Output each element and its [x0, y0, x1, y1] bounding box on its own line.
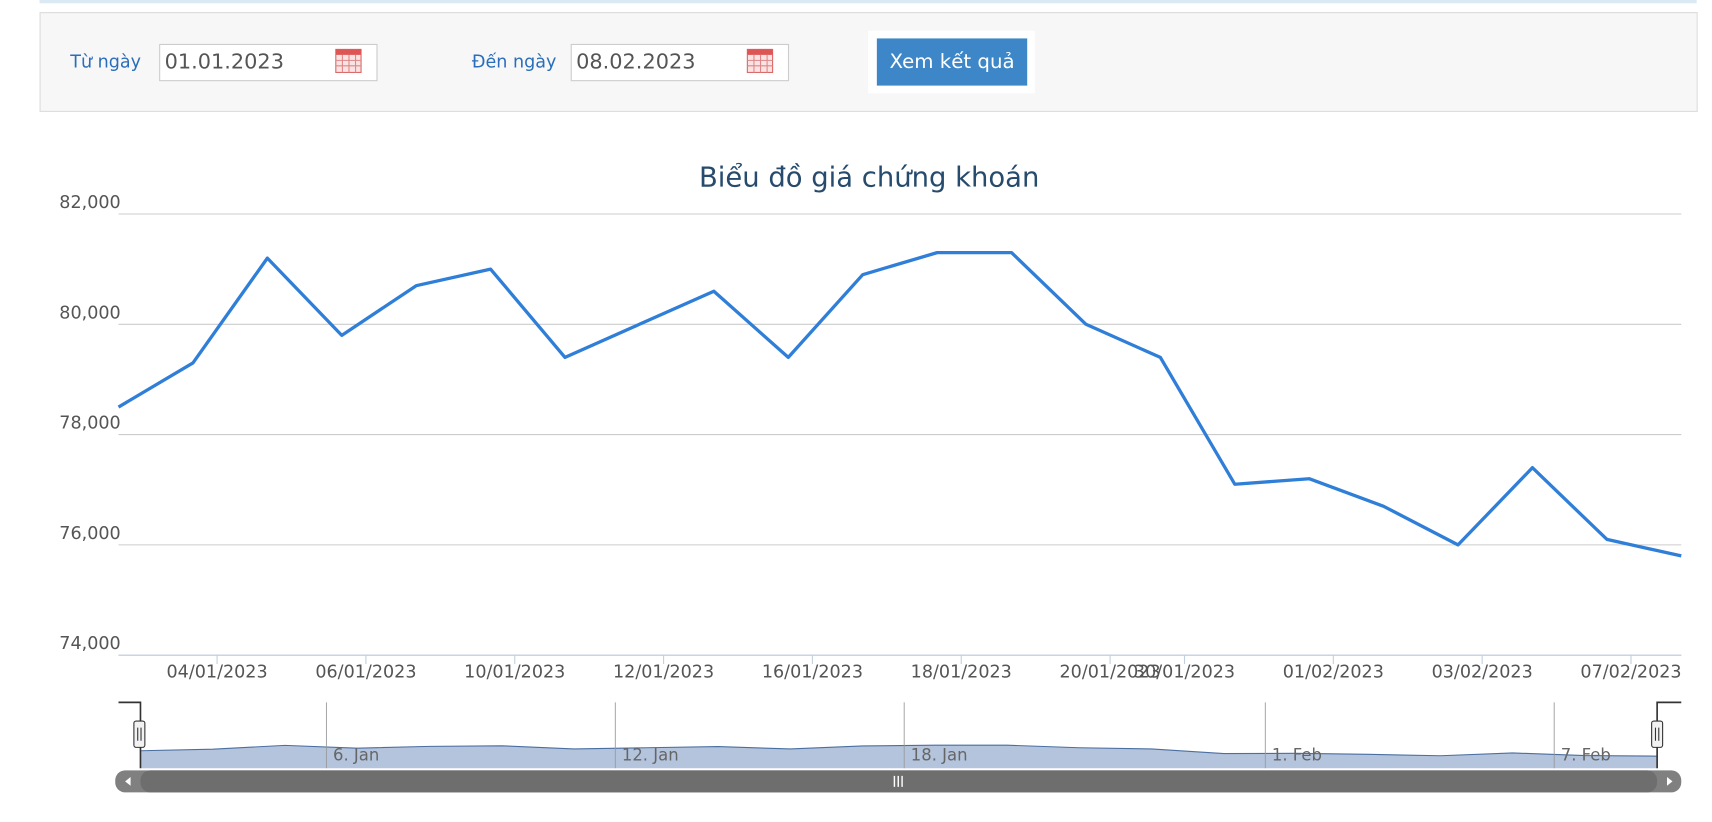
from-value[interactable]: 01.01.2023 — [165, 50, 284, 74]
top-strip — [39, 0, 1697, 4]
calendar-icon[interactable] — [746, 48, 774, 73]
chart-title: Biểu đồ giá chứng khoán — [699, 162, 1039, 193]
submit-button[interactable] — [876, 38, 1028, 86]
handle-grip — [1654, 727, 1660, 741]
x-tick-label: 04/01/2023 — [167, 663, 268, 683]
x-tick-label: 01/02/2023 — [1283, 663, 1384, 683]
handle-body — [1651, 720, 1664, 748]
navigator-line — [140, 744, 1658, 757]
x-tick-label: 07/02/2023 — [1580, 663, 1681, 683]
scrollbar-grip — [893, 775, 903, 787]
from-label: Từ ngày — [69, 53, 141, 73]
navigator-label: 18. Jan — [911, 746, 968, 765]
y-tick-label: 80,000 — [59, 303, 120, 323]
x-tick-label: 10/01/2023 — [464, 663, 565, 683]
navigator-area — [140, 745, 1658, 769]
y-tick-label: 78,000 — [59, 414, 120, 434]
y-tick-label: 82,000 — [59, 193, 120, 213]
scroll-right[interactable] — [1667, 776, 1673, 786]
navigator-handle[interactable] — [1651, 720, 1664, 748]
x-tick-label: 12/01/2023 — [613, 663, 714, 683]
navigator-label: 1. Feb — [1272, 746, 1322, 765]
calendar-icon[interactable] — [335, 48, 362, 73]
navigator-label: 6. Jan — [333, 746, 379, 765]
x-tick-label: 18/01/2023 — [911, 663, 1012, 683]
handle-grip — [137, 727, 142, 741]
x-tick-label: 20/01/2023 — [1060, 663, 1161, 683]
y-tick-label: 74,000 — [59, 634, 120, 654]
x-tick-label: 03/02/2023 — [1432, 663, 1533, 683]
submit-label[interactable]: Xem kết quả — [889, 50, 1014, 73]
price-line — [117, 250, 1682, 558]
to-value[interactable]: 08.02.2023 — [576, 50, 695, 74]
x-tick-label: 16/01/2023 — [762, 663, 863, 683]
scroll-left[interactable] — [125, 776, 131, 786]
navigator-label: 7. Feb — [1561, 746, 1611, 765]
handle-body — [133, 720, 146, 748]
navigator-handle[interactable] — [133, 720, 146, 748]
navigator-label: 12. Jan — [622, 746, 679, 765]
x-tick-label: 06/01/2023 — [315, 663, 416, 683]
x-tick-label: 30/01/2023 — [1134, 663, 1235, 683]
to-label: Đến ngày — [472, 52, 556, 73]
y-tick-label: 76,000 — [59, 524, 120, 544]
